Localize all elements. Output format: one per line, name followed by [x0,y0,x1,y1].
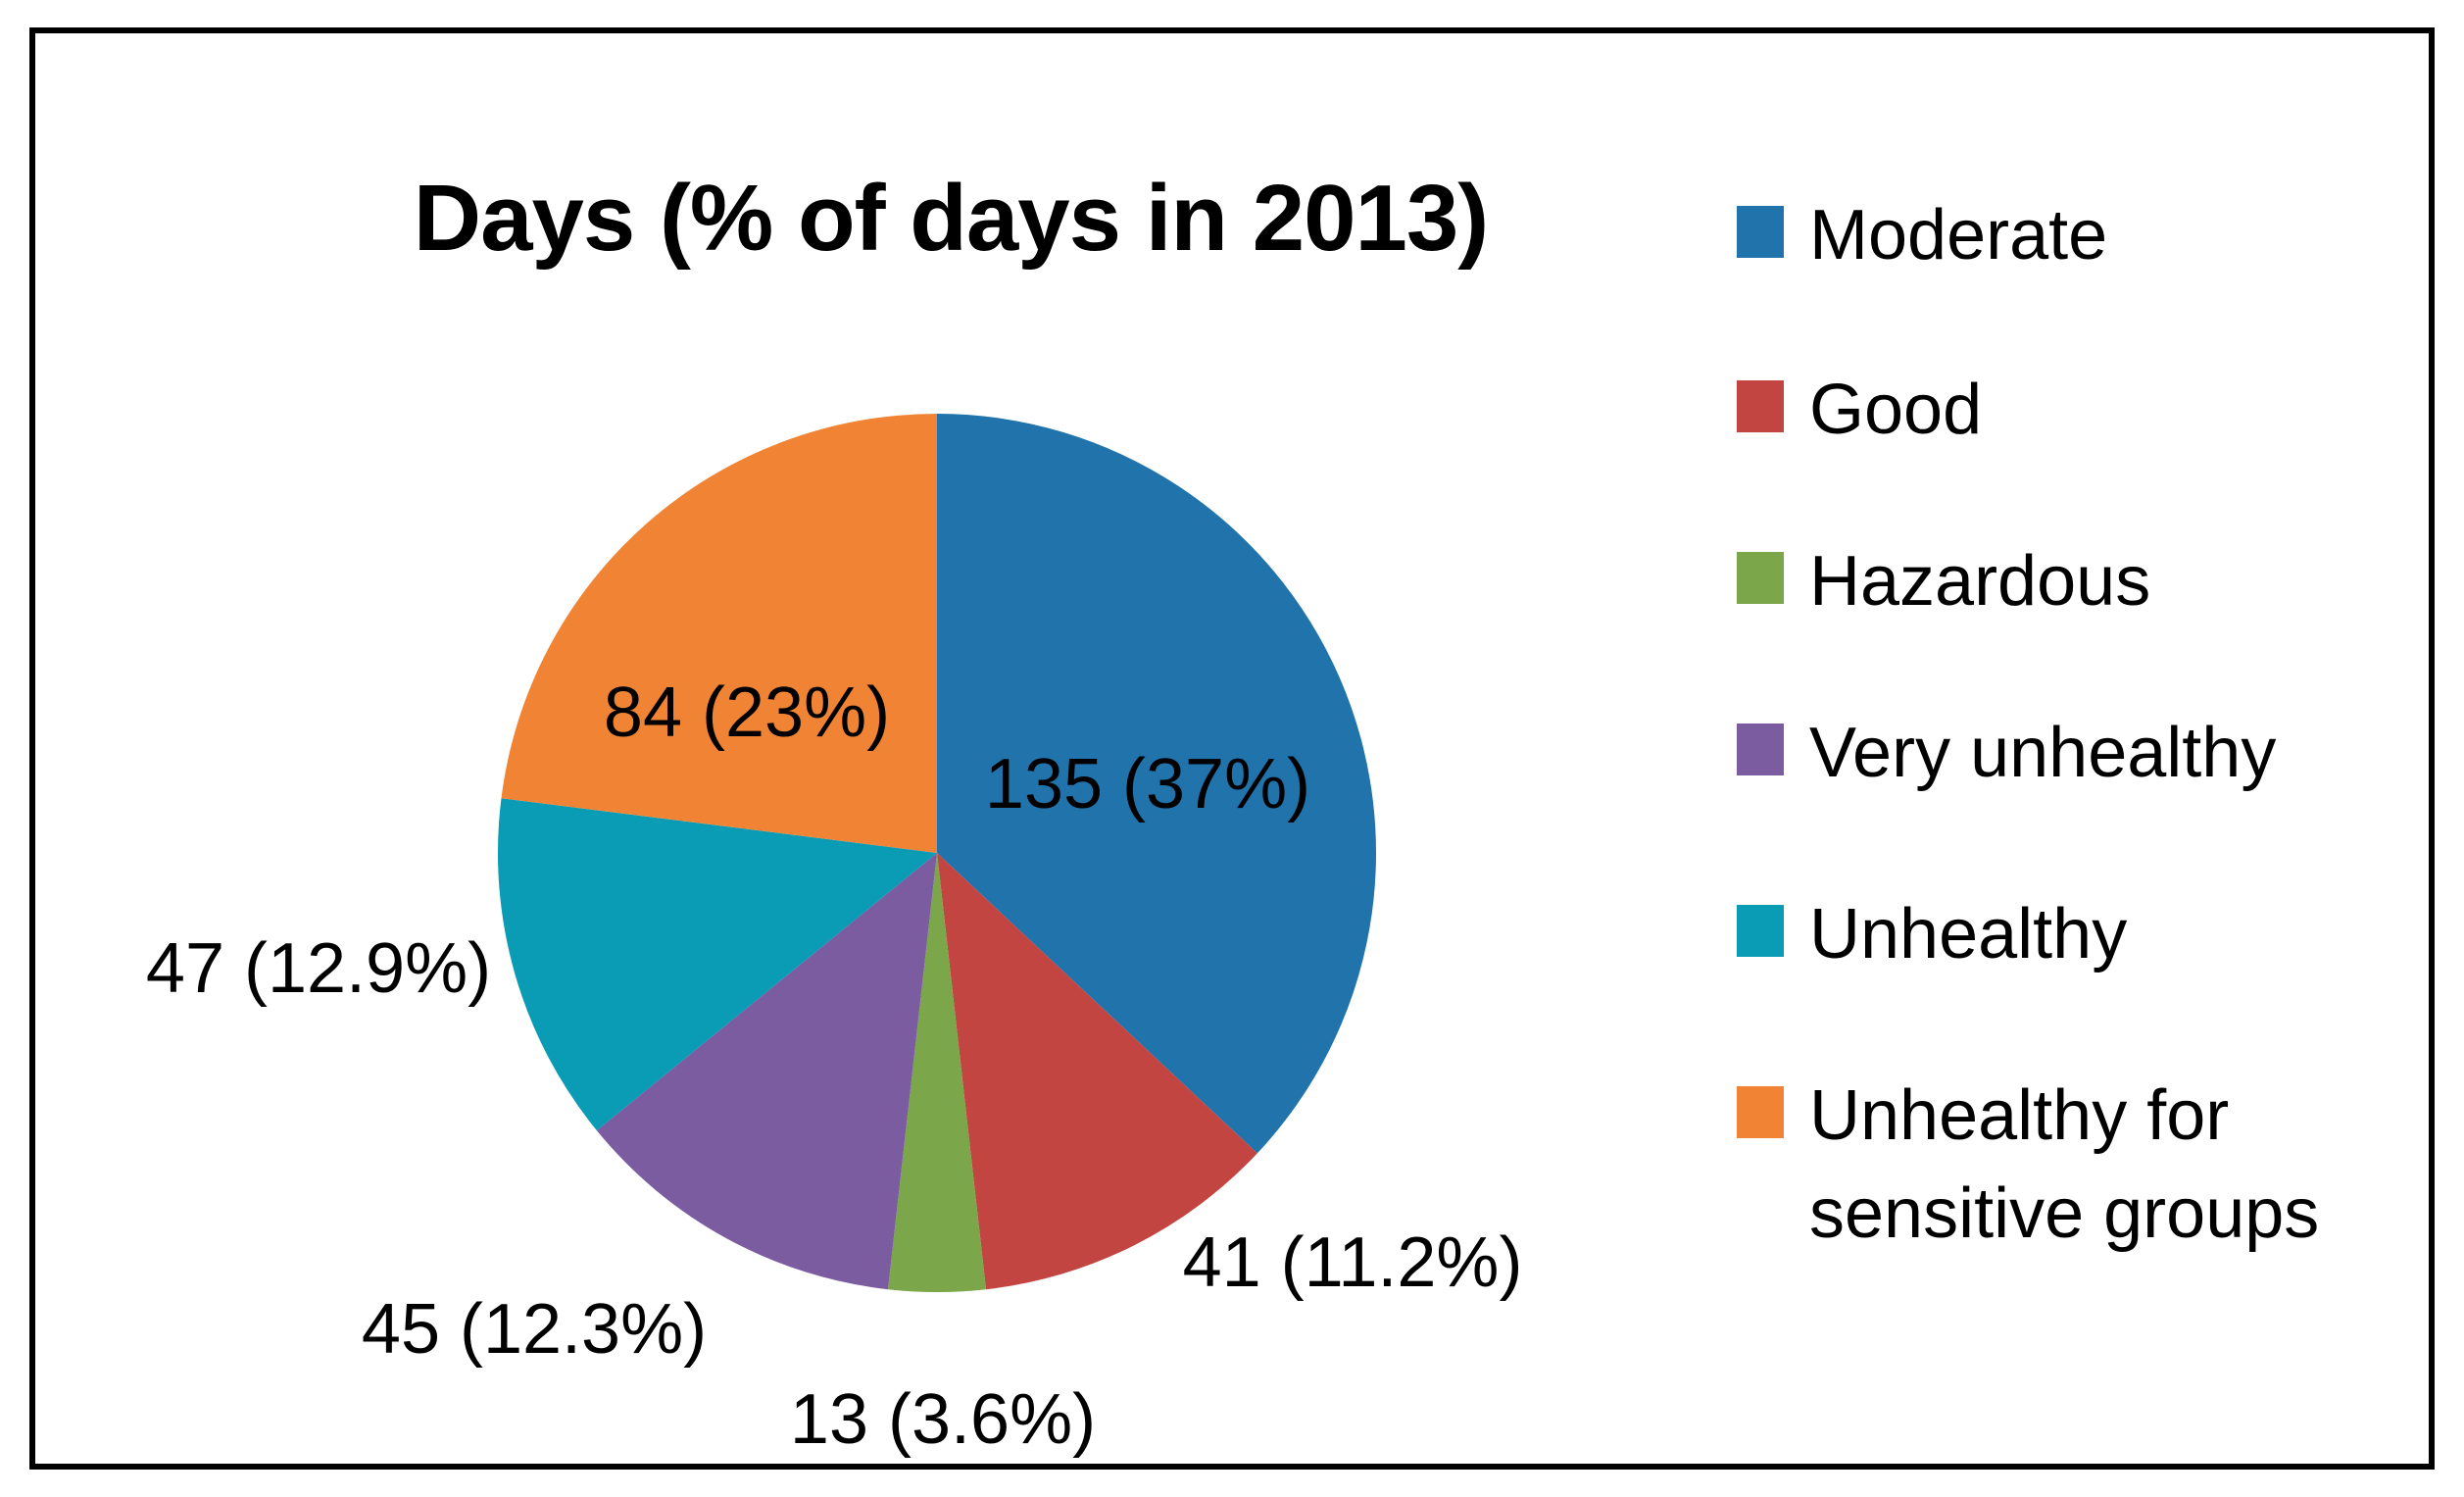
pie-slice-unhealthy [497,798,937,1131]
legend-item-good: Good [1737,361,2397,459]
pie-slice-moderate [937,413,1377,1154]
legend-label: Unhealthy for sensitive groups [1809,1076,2320,1253]
legend-item-hazardous: Hazardous [1737,532,2397,630]
data-label-unhealthy-sensitive: 84 (23%) [603,674,891,752]
legend-item-unhealthy-sensitive: Unhealthy for sensitive groups [1737,1067,2397,1263]
legend-swatch-very-unhealthy-icon [1737,724,1784,775]
data-label-moderate: 135 (37%) [984,745,1311,823]
legend-label: Hazardous [1809,542,2151,621]
legend-swatch-good-icon [1737,380,1784,432]
pie-slice-unhealthy-for-sensitive-groups [501,414,937,853]
chart-title: Days (% of days in 2013) [413,166,1489,271]
legend-swatch-unhealthy-icon [1737,905,1784,957]
legend-item-unhealthy: Unhealthy [1737,885,2397,983]
legend-label: Good [1809,371,1983,449]
data-label-hazardous: 13 (3.6%) [789,1380,1097,1459]
legend-label: Moderate [1809,196,2108,274]
legend-swatch-unhealthy-sensitive-icon [1737,1086,1784,1138]
pie-slice-hazardous [887,853,987,1293]
data-label-unhealthy: 47 (12.9%) [145,929,492,1008]
legend-label: Unhealthy [1809,895,2128,973]
pie-slice-good [937,853,1257,1290]
legend-swatch-moderate-icon [1737,206,1784,258]
data-label-good: 41 (11.2%) [1182,1223,1523,1302]
legend-item-moderate: Moderate [1737,186,2397,284]
data-label-very-unhealthy: 45 (12.3%) [361,1290,708,1369]
legend-label: Very unhealthy [1809,714,2277,792]
pie-slice-very-unhealthy [596,853,937,1290]
legend-item-very-unhealthy: Very unhealthy [1737,704,2397,802]
legend-swatch-hazardous-icon [1737,552,1784,604]
